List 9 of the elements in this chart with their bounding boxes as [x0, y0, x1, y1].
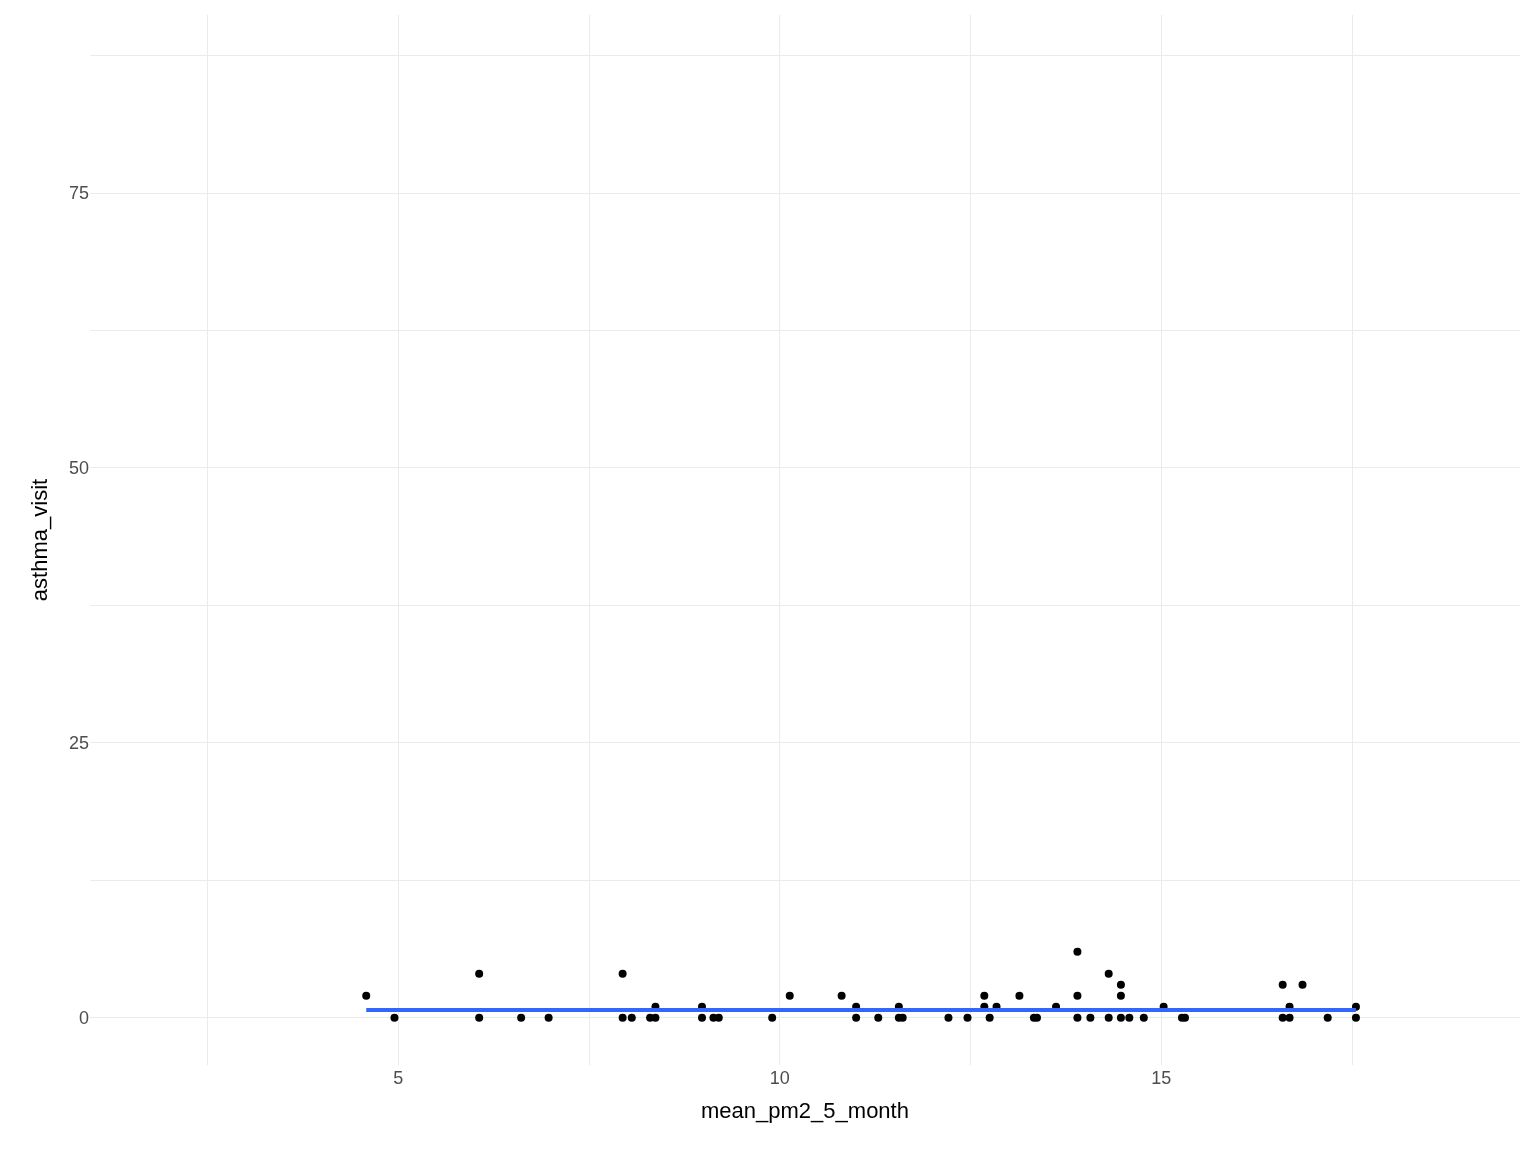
y-axis-title: asthma_visit: [26, 478, 52, 602]
x-tick-label: 10: [769, 1068, 790, 1088]
y-tick-label: 50: [68, 458, 89, 479]
x-tick-label: 15: [1151, 1068, 1172, 1088]
y-tick-label: 0: [78, 1008, 89, 1029]
x-axis-title: mean_pm2_5_month: [701, 1097, 909, 1123]
y-tick-label: 25: [68, 733, 89, 754]
x-tick-label: 5: [393, 1068, 404, 1088]
y-tick-label: 75: [68, 183, 89, 204]
